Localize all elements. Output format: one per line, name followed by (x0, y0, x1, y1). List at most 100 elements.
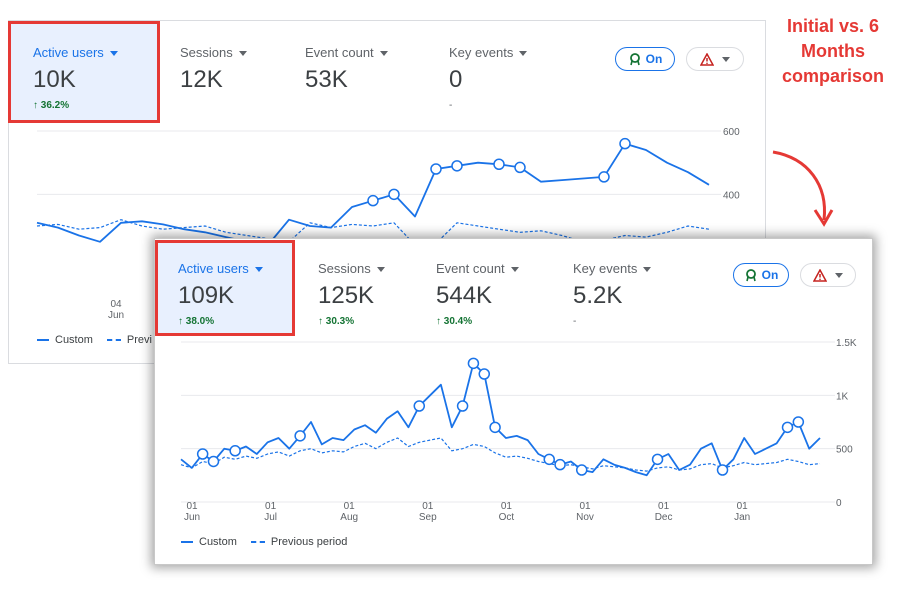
insights-toggle[interactable]: On (615, 47, 675, 71)
anomaly-marker (792, 416, 805, 428)
chevron-down-icon (376, 267, 385, 273)
metric-value: 125K (318, 282, 375, 309)
anomaly-marker (543, 453, 555, 466)
metric-label: Key events (449, 45, 514, 60)
x-tick-day: 01 (186, 501, 198, 512)
anomaly-marker (451, 160, 463, 172)
anomaly-marker (651, 453, 664, 466)
comparison-annotation: Initial vs. 6 Months comparison (781, 16, 885, 86)
metric-label: Key events (573, 261, 638, 276)
anomaly-marker (413, 400, 426, 412)
anomaly-marker (294, 430, 306, 442)
x-tick-month: Oct (499, 512, 515, 523)
metric-key-events[interactable]: Key events 5.2K - (573, 261, 652, 327)
anomaly-marker (229, 445, 241, 457)
anomaly-marker (489, 421, 501, 434)
metric-value: 10K (33, 66, 76, 93)
metric-value: 109K (178, 282, 235, 309)
x-tick-day: 01 (265, 501, 277, 512)
metric-active-users[interactable]: Active users 10K ↑ 36.2% (33, 45, 118, 111)
x-tick-month: Jun (108, 310, 124, 321)
insights-badge-icon (629, 53, 640, 66)
warning-triangle-icon (813, 268, 827, 282)
anomaly-marker (196, 448, 209, 460)
x-tick-day: 04 (110, 299, 122, 310)
metric-event-count[interactable]: Event count 53K (305, 45, 388, 94)
anomaly-marker (367, 194, 379, 207)
y-tick-label: 400 (723, 190, 740, 201)
anomaly-marker (388, 188, 400, 201)
metric-label: Sessions (180, 45, 233, 60)
metric-active-users[interactable]: Active users 109K ↑ 38.0% (178, 261, 263, 327)
chart-legend: Custom Previ (37, 334, 152, 346)
x-tick-month: Dec (655, 512, 673, 523)
active-metric-redbox (155, 240, 295, 336)
insights-toggle[interactable]: On (733, 263, 789, 287)
chevron-down-icon (254, 267, 263, 273)
toggle-label: On (761, 268, 779, 282)
x-tick-month: Aug (340, 512, 358, 523)
chevron-down-icon (510, 267, 519, 273)
legend-previous: Previ (126, 334, 152, 346)
metric-value: 12K (180, 66, 223, 93)
anomaly-marker (575, 464, 588, 476)
anomaly-marker (207, 455, 220, 468)
y-tick-label: 0 (836, 498, 842, 509)
warning-triangle-icon (700, 52, 714, 66)
metric-label: Event count (436, 261, 505, 276)
anomaly-marker (619, 137, 631, 150)
annotation-arrow-icon (772, 150, 834, 227)
metric-sessions[interactable]: Sessions 125K ↑ 30.3% (318, 261, 385, 327)
series-line-previous (180, 437, 821, 472)
x-tick-month: Nov (576, 512, 594, 523)
legend-dashed-swatch (106, 339, 121, 341)
x-tick-day: 01 (344, 501, 356, 512)
y-tick-label: 1K (836, 391, 849, 402)
chart-legend: Custom Previous period (181, 536, 347, 548)
metric-value: 544K (436, 282, 493, 309)
x-tick-day: 01 (658, 501, 670, 512)
legend-solid-swatch (181, 541, 193, 543)
legend-previous: Previous period (270, 536, 348, 548)
chevron-down-icon (238, 51, 247, 57)
legend-current: Custom (199, 536, 237, 548)
metric-delta: ↑ 30.3% (318, 316, 355, 327)
metric-delta: ↑ 36.2% (33, 100, 70, 111)
chevron-down-icon (109, 51, 118, 57)
metric-delta: ↑ 30.4% (436, 316, 473, 327)
chevron-down-icon (722, 56, 730, 62)
metric-delta: - (573, 316, 577, 327)
metric-event-count[interactable]: Event count 544K ↑ 30.4% (436, 261, 519, 327)
x-tick-day: 01 (422, 501, 434, 512)
metric-delta: ↑ 38.0% (178, 316, 215, 327)
toggle-label: On (645, 52, 663, 66)
y-tick-label: 1.5K (836, 338, 857, 349)
insights-badge-icon (745, 269, 756, 282)
legend-solid-swatch (37, 339, 49, 341)
alerts-dropdown[interactable] (800, 263, 856, 287)
metric-value: 53K (305, 66, 348, 93)
legend-current: Custom (55, 334, 93, 346)
metric-value: 5.2K (573, 282, 623, 309)
anomaly-marker (598, 171, 610, 183)
anomaly-marker (493, 158, 505, 170)
anomaly-marker (716, 464, 729, 476)
alerts-dropdown[interactable] (686, 47, 744, 71)
metric-sessions[interactable]: Sessions 12K (180, 45, 247, 94)
metric-key-events[interactable]: Key events 0 - (449, 45, 528, 111)
y-tick-label: 600 (723, 127, 740, 138)
x-tick-day: 01 (579, 501, 591, 512)
anomaly-marker (514, 161, 526, 174)
metric-delta: - (449, 100, 453, 111)
x-tick-day: 01 (501, 501, 513, 512)
x-tick-month: Jun (184, 512, 200, 523)
active-metric-redbox (8, 21, 160, 123)
anomaly-marker (781, 421, 794, 434)
metric-label: Active users (33, 45, 104, 60)
metric-label: Sessions (318, 261, 371, 276)
six-months-line-chart: 1.5K1K500001Jun01Jul01Aug01Sep01Oct01Nov… (180, 338, 857, 523)
chevron-down-icon (835, 272, 843, 278)
series-line-current (180, 362, 821, 477)
anomaly-marker (554, 458, 566, 471)
